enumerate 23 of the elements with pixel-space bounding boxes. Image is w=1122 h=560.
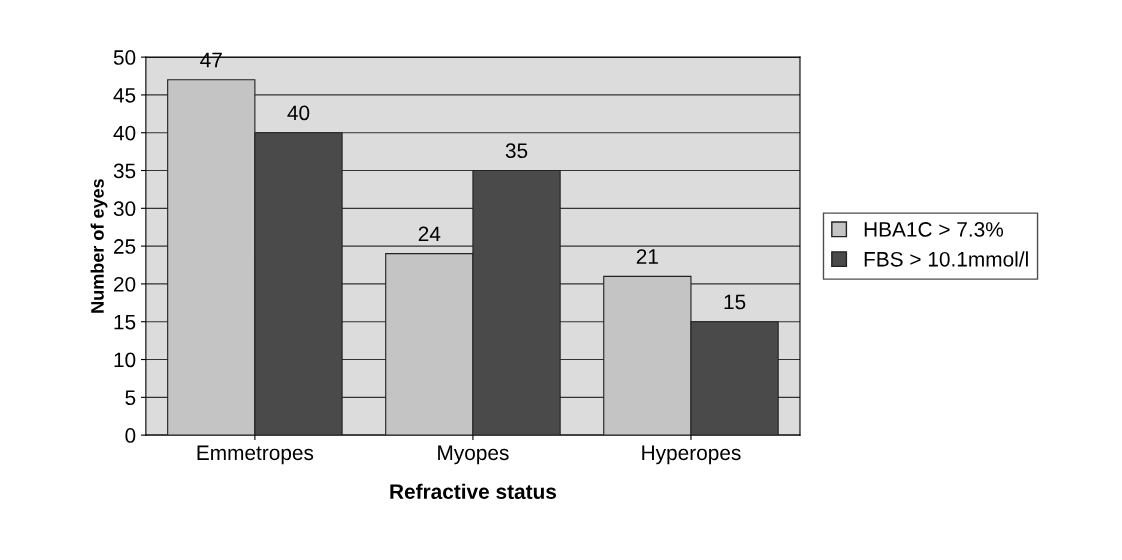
data-label: 35 [505, 143, 528, 159]
x-axis-title: Refractive status [390, 483, 557, 500]
y-tick-label: 45 [113, 88, 136, 103]
data-label: 24 [418, 226, 441, 242]
y-tick-label: 20 [114, 276, 136, 292]
data-label: 21 [636, 249, 658, 264]
y-tick-label: 25 [114, 239, 136, 254]
y-tick-label: 10 [114, 352, 136, 368]
y-tick-label: 15 [114, 314, 136, 330]
y-axis-title: Number of eyes [90, 179, 108, 313]
x-tick-label: Myopes [438, 445, 509, 465]
y-tick-label: 50 [113, 50, 136, 65]
y-tick-label: 0 [125, 428, 136, 443]
y-tick-label: 30 [113, 201, 136, 217]
x-tick-label: Hyperopes [642, 445, 741, 465]
y-tick-label: 35 [113, 163, 136, 179]
y-tick-label: 5 [125, 390, 136, 406]
data-label: 40 [287, 105, 310, 121]
legend-label: FBS > 10.1mmol/l [864, 251, 1028, 267]
x-tick-label: Emmetropes [197, 445, 314, 465]
y-tick-label: 40 [113, 125, 136, 141]
data-label: 15 [724, 294, 746, 310]
legend-label: HBA1C > 7.3% [864, 222, 1004, 237]
